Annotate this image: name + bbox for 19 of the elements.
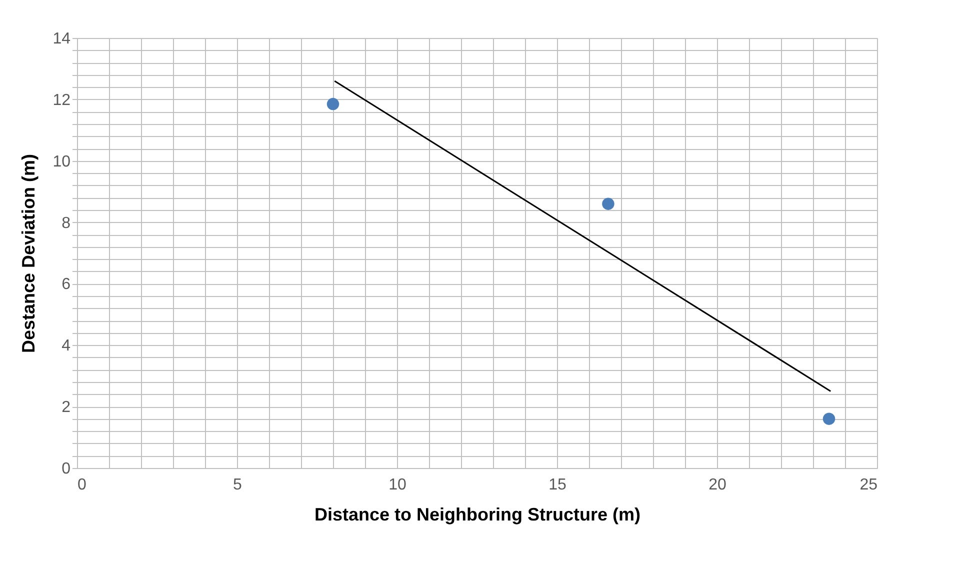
y-tick-label: 2: [62, 399, 71, 416]
y-tick-label: 14: [52, 30, 71, 48]
x-axis-title: Distance to Neighboring Structure (m): [314, 504, 641, 524]
x-tick-label: 15: [548, 476, 566, 494]
y-tick-label: 4: [62, 338, 71, 355]
y-axis-title: Destance Deviation (m): [18, 154, 39, 354]
x-tick-label: 0: [78, 476, 86, 494]
x-tick-label: 5: [233, 476, 242, 494]
x-tick-label: 25: [860, 476, 878, 494]
point: [326, 98, 340, 110]
y-tick-label: 0: [62, 460, 71, 478]
y-tick-label: 6: [62, 276, 71, 294]
y-tick-label: 10: [52, 153, 71, 170]
x-tick-label: 20: [708, 476, 726, 494]
y-tick-label: 8: [62, 214, 71, 232]
x-tick-label: 10: [388, 476, 406, 494]
point: [822, 412, 836, 425]
point: [602, 198, 614, 210]
y-tick-label: 12: [52, 92, 71, 109]
